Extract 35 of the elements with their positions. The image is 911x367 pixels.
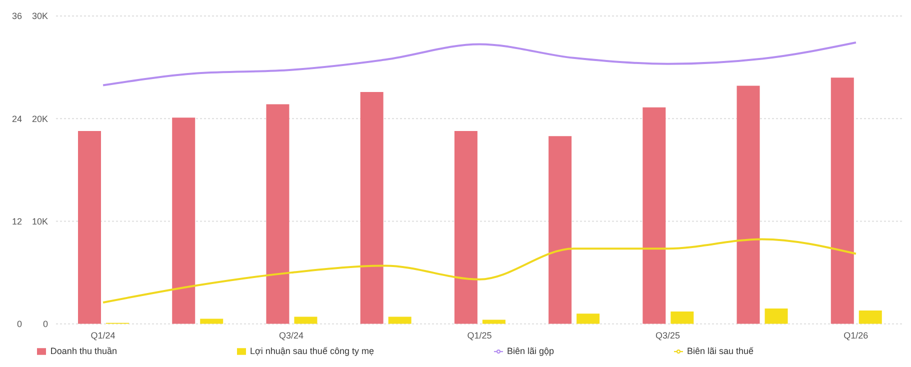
- bar: [736, 86, 760, 324]
- legend-label: Biên lãi sau thuế: [687, 346, 754, 356]
- bar: [172, 118, 196, 324]
- bar: [830, 78, 854, 324]
- bar: [294, 316, 318, 324]
- bar: [670, 312, 694, 324]
- x-tick-label: Q1/25: [467, 330, 492, 340]
- y-tick-label: 10K: [32, 216, 48, 226]
- bar: [360, 92, 384, 324]
- y2-tick-label: 12: [12, 216, 22, 226]
- bar: [642, 107, 666, 324]
- x-tick-label: Q3/25: [655, 330, 680, 340]
- line-series: [102, 42, 857, 86]
- legend-label: Doanh thu thuần: [50, 346, 117, 356]
- y-tick-label: 30K: [32, 11, 48, 22]
- bar: [200, 318, 224, 324]
- bar: [548, 136, 572, 324]
- bar: [78, 130, 101, 324]
- y2-tick-label: 0: [16, 319, 22, 330]
- bar: [266, 104, 290, 324]
- legend-label: Biên lãi gộp: [506, 346, 554, 356]
- y-tick-label: 0: [42, 319, 48, 330]
- bar: [764, 308, 788, 324]
- y2-tick-label: 36: [12, 11, 22, 22]
- x-tick-label: Q1/26: [844, 330, 868, 340]
- line-series: [102, 238, 857, 304]
- bar: [576, 314, 600, 324]
- y2-tick-label: 24: [12, 114, 22, 124]
- bar: [454, 130, 478, 324]
- x-tick-label: Q3/24: [279, 330, 304, 340]
- bar: [858, 310, 882, 324]
- y-tick-label: 20K: [32, 114, 48, 124]
- bar: [388, 316, 412, 324]
- legend-label: Lợi nhuận sau thuế công ty mẹ: [250, 346, 374, 356]
- x-tick-label: Q1/24: [90, 330, 116, 340]
